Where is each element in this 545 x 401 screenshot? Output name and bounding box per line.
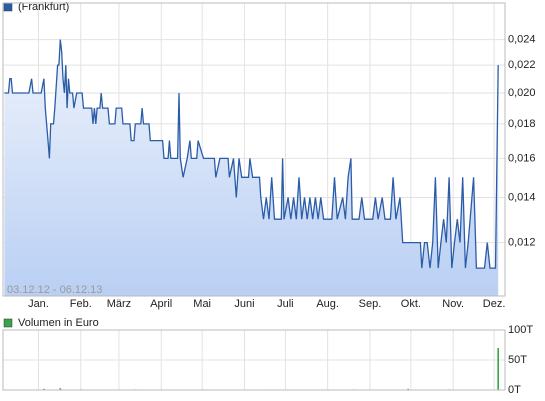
y-tick-label: 0T (508, 384, 521, 396)
y-tick-label: 0,020 (508, 87, 536, 99)
x-tick-label: Juli (277, 298, 294, 310)
plot-frame (2, 329, 506, 391)
x-tick-label: Okt. (401, 298, 421, 310)
legend-label: (Frankfurt) (18, 1, 69, 13)
x-tick-label: März (107, 298, 131, 310)
volume-bar (497, 348, 499, 390)
x-tick-label: Sep. (359, 298, 382, 310)
x-tick-label: Mai (193, 298, 211, 310)
y-tick-label: 0,012 (508, 237, 536, 249)
legend-swatch (3, 318, 13, 328)
x-tick-label: Jan. (28, 298, 49, 310)
line (4, 39, 499, 269)
x-tick-label: Dez. (483, 298, 506, 310)
legend-swatch (3, 2, 13, 12)
date-range: 03.12.12 - 06.12.13 (7, 284, 102, 296)
area (4, 39, 499, 296)
y-tick-label: 0,018 (508, 118, 536, 130)
x-tick-label: Juni (234, 298, 254, 310)
plot-frame (2, 2, 506, 297)
volume-bar (407, 388, 409, 390)
x-tick-label: Feb. (70, 298, 92, 310)
y-tick-label: 100T (508, 324, 533, 336)
y-tick-label: 0,022 (508, 59, 536, 71)
y-tick-label: 0,016 (508, 152, 536, 164)
x-tick-label: April (150, 298, 172, 310)
x-tick-label: Nov. (442, 298, 464, 310)
legend-label: Volumen in Euro (18, 317, 99, 329)
y-tick-label: 50T (508, 354, 527, 366)
y-tick-label: 0,014 (508, 191, 536, 203)
volume-bar (43, 388, 45, 390)
y-tick-label: 0,024 (508, 34, 536, 46)
x-tick-label: Aug. (316, 298, 339, 310)
volume-bar (59, 388, 62, 390)
